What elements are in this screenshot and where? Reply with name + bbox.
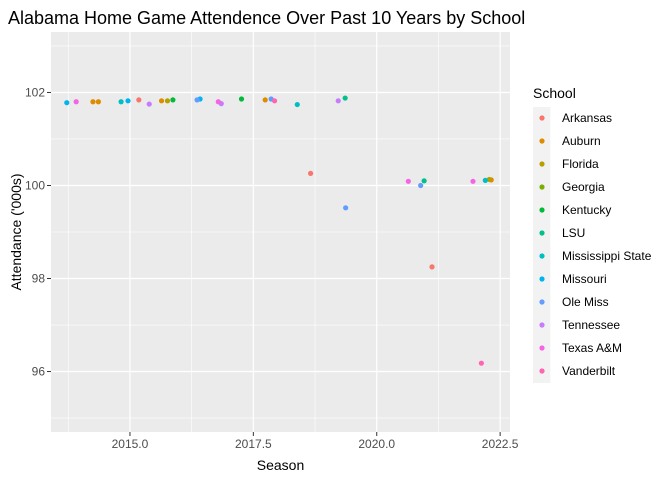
legend-key	[539, 115, 545, 121]
legend-key	[539, 230, 545, 236]
legend-key	[539, 368, 545, 374]
legend-title: School	[533, 85, 576, 101]
x-axis-ticks: 2015.0 2017.5 2020.0 2022.5	[112, 432, 519, 451]
data-point	[164, 98, 171, 104]
legend-key	[539, 345, 545, 351]
data-point	[90, 99, 96, 105]
data-point	[158, 98, 165, 104]
minor-gridlines	[51, 32, 510, 432]
data-point	[215, 99, 221, 105]
legend-key	[539, 299, 545, 305]
legend-key-background	[533, 107, 551, 383]
y-tick-label: 96	[32, 365, 46, 379]
major-gridlines	[51, 32, 510, 432]
legend-key	[539, 207, 545, 213]
legend-label: Georgia	[562, 180, 605, 194]
legend-label: Missouri	[562, 272, 607, 286]
legend-label: Mississippi State	[562, 249, 652, 263]
legend-key	[539, 322, 545, 328]
legend-label: Tennessee	[562, 318, 620, 332]
legend-label: Kentucky	[562, 203, 611, 217]
legend-label: Vanderbilt	[562, 364, 616, 378]
data-point	[478, 360, 484, 366]
data-point	[429, 264, 435, 270]
y-tick-label: 102	[25, 85, 45, 99]
legend-label: Ole Miss	[562, 295, 609, 309]
data-point	[343, 205, 349, 211]
x-tick-label: 2022.5	[482, 437, 519, 451]
y-axis-title: Attendance ('000s)	[8, 173, 24, 290]
legend: School Arkansas Auburn Florida Georgia Kentu…	[533, 85, 652, 383]
chart-title: Alabama Home Game Attendence Over Past 1…	[8, 8, 525, 28]
x-tick-label: 2015.0	[112, 437, 149, 451]
legend-label: Texas A&M	[562, 341, 622, 355]
y-tick-label: 98	[32, 272, 46, 286]
data-point	[262, 97, 268, 103]
legend-key	[539, 161, 545, 167]
data-point	[421, 178, 427, 184]
data-point	[170, 97, 176, 103]
data-point	[136, 97, 142, 103]
legend-label: Arkansas	[562, 111, 612, 125]
data-point	[486, 176, 492, 183]
data-point	[342, 95, 348, 101]
data-point	[271, 98, 278, 104]
legend-key	[539, 253, 545, 259]
x-axis-title: Season	[257, 457, 304, 473]
data-point	[294, 101, 300, 108]
data-point	[335, 98, 341, 104]
data-point	[482, 177, 488, 183]
data-point	[470, 178, 476, 184]
x-tick-label: 2020.0	[358, 437, 395, 451]
data-point	[146, 101, 152, 107]
legend-label: Florida	[562, 157, 599, 171]
legend-key	[539, 184, 545, 190]
legend-key	[539, 138, 545, 144]
y-tick-label: 100	[25, 178, 45, 192]
legend-key	[539, 276, 545, 282]
data-point	[418, 182, 424, 189]
legend-label: Auburn	[562, 134, 601, 148]
data-point	[64, 100, 70, 106]
data-point	[125, 98, 131, 104]
legend-label: LSU	[562, 226, 585, 240]
data-point	[308, 170, 314, 176]
data-point	[118, 99, 124, 105]
x-tick-label: 2017.5	[235, 437, 272, 451]
y-axis-ticks: 96 98 100 102	[25, 85, 51, 379]
data-point	[405, 178, 411, 184]
data-point	[194, 97, 200, 103]
data-points	[64, 95, 494, 366]
data-point	[95, 99, 101, 105]
data-point	[73, 99, 79, 105]
data-point	[238, 96, 245, 102]
